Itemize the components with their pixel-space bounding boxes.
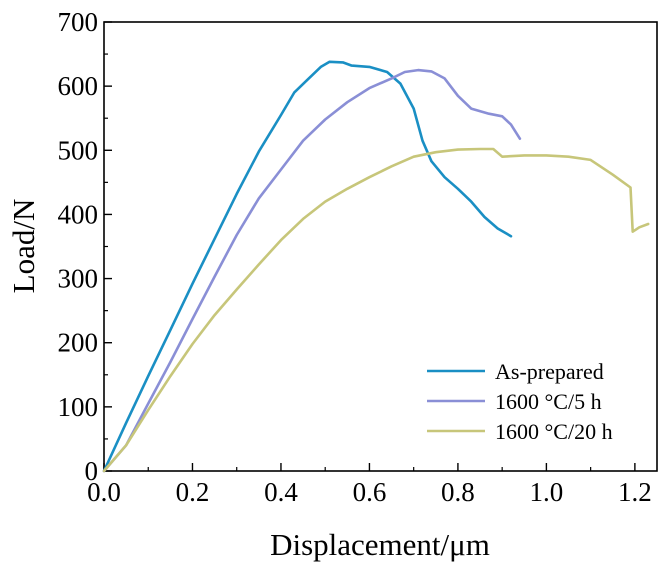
x-axis-title: Displacement/μm (270, 527, 490, 562)
y-tick-label: 100 (58, 392, 99, 422)
x-tick-label: 0.4 (264, 477, 298, 507)
y-tick-label: 600 (58, 71, 99, 101)
x-tick-label: 0.0 (87, 477, 121, 507)
series-line-3 (102, 147, 650, 473)
legend-label: 1600 °C/20 h (495, 419, 613, 444)
x-tick-label: 0.8 (441, 477, 475, 507)
legend-label: As-prepared (495, 359, 604, 384)
y-axis-title: Load/N (6, 199, 41, 294)
y-tick-label: 500 (58, 135, 99, 165)
legend: As-prepared 1600 °C/5 h 1600 °C/20 h (427, 359, 613, 444)
axis-ticks: 0.0 0.2 0.4 0.6 0.8 1.0 1.2 0 100 200 300 400 500 600… (58, 7, 652, 507)
y-tick-label: 200 (58, 328, 99, 358)
y-tick-label: 700 (58, 7, 99, 37)
series-line-1 (102, 60, 513, 473)
x-tick-label: 1.2 (618, 477, 652, 507)
series-lines (102, 60, 650, 473)
series-line-2 (102, 68, 522, 473)
y-tick-label: 300 (58, 264, 99, 294)
x-tick-label: 0.6 (353, 477, 387, 507)
x-tick-label: 1.0 (530, 477, 564, 507)
legend-label: 1600 °C/5 h (495, 389, 602, 414)
y-tick-label: 400 (58, 199, 99, 229)
y-tick-label: 0 (85, 456, 99, 486)
x-tick-label: 0.2 (176, 477, 210, 507)
